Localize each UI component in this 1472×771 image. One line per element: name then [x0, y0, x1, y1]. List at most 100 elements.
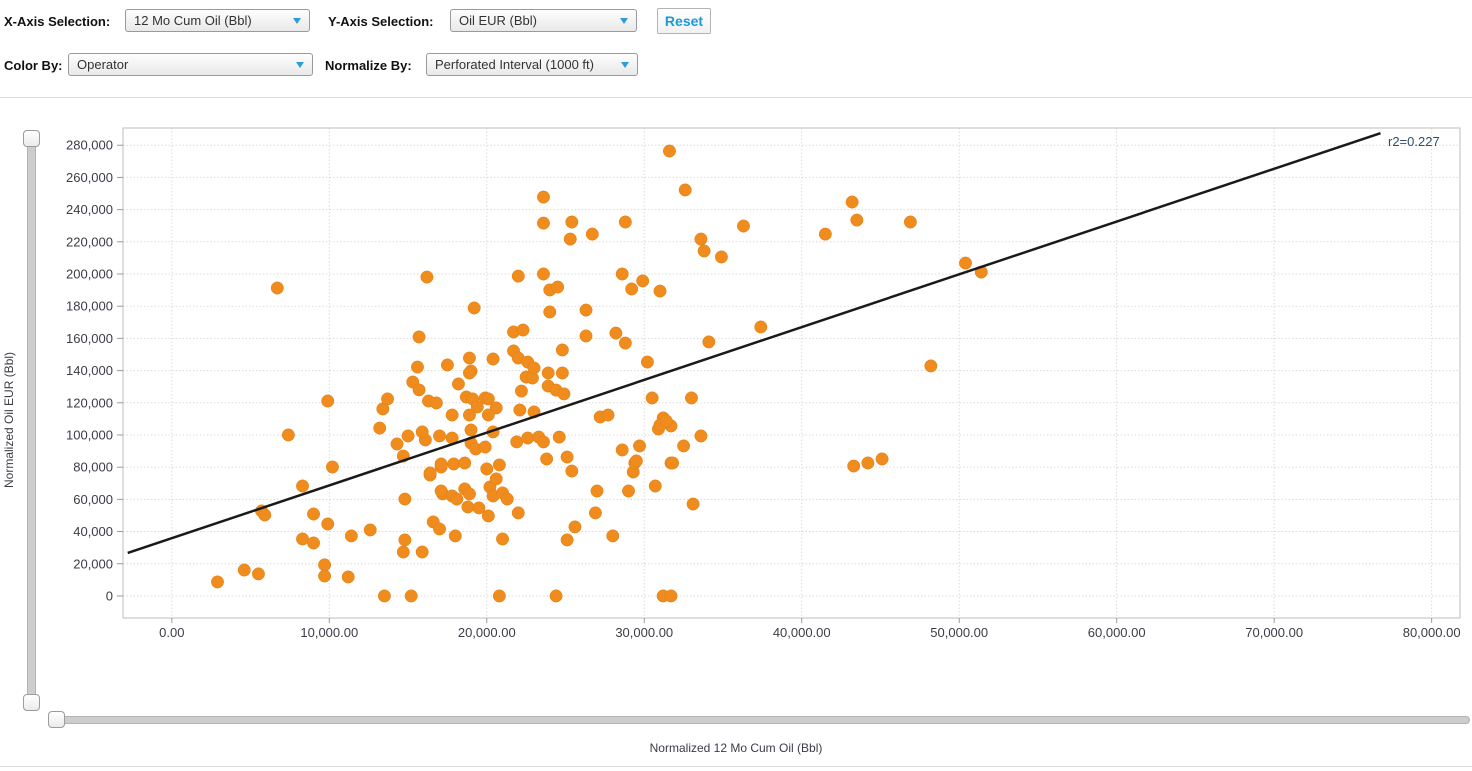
scatter-point[interactable]: [472, 501, 486, 515]
scatter-point[interactable]: [401, 429, 415, 443]
scatter-point[interactable]: [588, 506, 602, 520]
scatter-point[interactable]: [492, 458, 506, 472]
scatter-point[interactable]: [555, 366, 569, 380]
scatter-point[interactable]: [478, 440, 492, 454]
scatter-point[interactable]: [568, 520, 582, 534]
scatter-point[interactable]: [447, 457, 461, 471]
scatter-point[interactable]: [694, 429, 708, 443]
scatter-point[interactable]: [537, 190, 550, 204]
scatter-point[interactable]: [875, 452, 889, 466]
scatter-point[interactable]: [467, 301, 481, 315]
scatter-point[interactable]: [396, 545, 410, 559]
scatter-point[interactable]: [412, 330, 426, 344]
scatter-point[interactable]: [565, 464, 579, 478]
scatter-point[interactable]: [318, 569, 332, 583]
scatter-point[interactable]: [579, 329, 593, 343]
scatter-point[interactable]: [412, 383, 426, 397]
scatter-point[interactable]: [296, 479, 309, 493]
scatter-point[interactable]: [510, 435, 524, 449]
x-range-slider-handle-left[interactable]: [48, 711, 65, 728]
scatter-point[interactable]: [429, 396, 443, 410]
scatter-point[interactable]: [440, 358, 454, 372]
scatter-point[interactable]: [622, 484, 635, 498]
scatter-point[interactable]: [318, 558, 332, 572]
scatter-point[interactable]: [251, 567, 265, 581]
scatter-point[interactable]: [850, 213, 864, 227]
scatter-point[interactable]: [270, 281, 284, 295]
scatter-point[interactable]: [415, 545, 429, 559]
scatter-point[interactable]: [344, 529, 358, 543]
scatter-point[interactable]: [737, 219, 750, 233]
scatter-point[interactable]: [513, 403, 527, 417]
scatter-point[interactable]: [818, 227, 832, 241]
scatter-point[interactable]: [555, 343, 569, 357]
scatter-point[interactable]: [415, 425, 429, 439]
scatter-point[interactable]: [377, 589, 391, 603]
scatter-point[interactable]: [423, 466, 437, 480]
scatter-point[interactable]: [307, 536, 321, 550]
scatter-point[interactable]: [653, 284, 667, 298]
scatter-point[interactable]: [861, 456, 875, 470]
x-axis-selection-dropdown[interactable]: 12 Mo Cum Oil (Bbl): [125, 9, 310, 32]
scatter-point[interactable]: [685, 391, 698, 405]
scatter-point[interactable]: [590, 484, 604, 498]
scatter-point[interactable]: [565, 215, 579, 229]
scatter-point[interactable]: [903, 215, 917, 229]
scatter-point[interactable]: [541, 366, 555, 380]
scatter-point[interactable]: [633, 439, 646, 453]
scatter-point[interactable]: [540, 452, 554, 466]
scatter-point[interactable]: [420, 270, 434, 284]
scatter-point[interactable]: [521, 431, 535, 445]
scatter-point[interactable]: [511, 506, 525, 520]
scatter-point[interactable]: [847, 459, 861, 473]
scatter-point[interactable]: [451, 377, 465, 391]
scatter-point[interactable]: [615, 267, 629, 281]
scatter-point[interactable]: [697, 244, 711, 258]
scatter-point[interactable]: [663, 144, 676, 158]
scatter-point[interactable]: [341, 570, 355, 584]
scatter-point[interactable]: [714, 250, 728, 264]
scatter-point[interactable]: [514, 384, 528, 398]
scatter-point[interactable]: [549, 589, 563, 603]
scatter-point[interactable]: [606, 529, 620, 543]
scatter-point[interactable]: [434, 484, 448, 498]
scatter-point[interactable]: [678, 183, 692, 197]
scatter-point[interactable]: [560, 533, 574, 547]
scatter-point[interactable]: [325, 460, 339, 474]
scatter-point[interactable]: [618, 336, 632, 350]
y-axis-selection-dropdown[interactable]: Oil EUR (Bbl): [450, 9, 637, 32]
scatter-point[interactable]: [398, 533, 412, 547]
scatter-point[interactable]: [492, 589, 506, 603]
scatter-point[interactable]: [461, 500, 475, 514]
x-range-slider-track[interactable]: [50, 716, 1470, 724]
normalize-by-dropdown[interactable]: Perforated Interval (1000 ft): [426, 53, 638, 76]
scatter-point[interactable]: [552, 430, 566, 444]
scatter-point[interactable]: [433, 429, 446, 443]
scatter-point[interactable]: [924, 359, 938, 373]
scatter-point[interactable]: [390, 437, 404, 451]
scatter-point[interactable]: [463, 351, 476, 365]
scatter-point[interactable]: [433, 522, 446, 536]
reset-button[interactable]: Reset: [657, 8, 711, 34]
scatter-point[interactable]: [448, 529, 462, 543]
scatter-point[interactable]: [618, 215, 632, 229]
scatter-point[interactable]: [560, 450, 574, 464]
scatter-point[interactable]: [511, 269, 525, 283]
scatter-point[interactable]: [211, 575, 224, 589]
scatter-point[interactable]: [625, 282, 639, 296]
scatter-point[interactable]: [258, 508, 272, 522]
scatter-point[interactable]: [463, 366, 476, 380]
scatter-point[interactable]: [845, 195, 859, 209]
scatter-point[interactable]: [481, 392, 495, 406]
color-by-dropdown[interactable]: Operator: [68, 53, 313, 76]
scatter-point[interactable]: [481, 509, 495, 523]
scatter-point[interactable]: [537, 267, 550, 281]
scatter-point[interactable]: [527, 361, 541, 375]
scatter-point[interactable]: [464, 423, 478, 437]
scatter-point[interactable]: [411, 360, 424, 374]
scatter-point[interactable]: [640, 355, 654, 369]
scatter-point[interactable]: [648, 479, 662, 493]
scatter-point[interactable]: [363, 523, 377, 537]
scatter-point[interactable]: [458, 456, 472, 470]
scatter-point[interactable]: [666, 456, 680, 470]
